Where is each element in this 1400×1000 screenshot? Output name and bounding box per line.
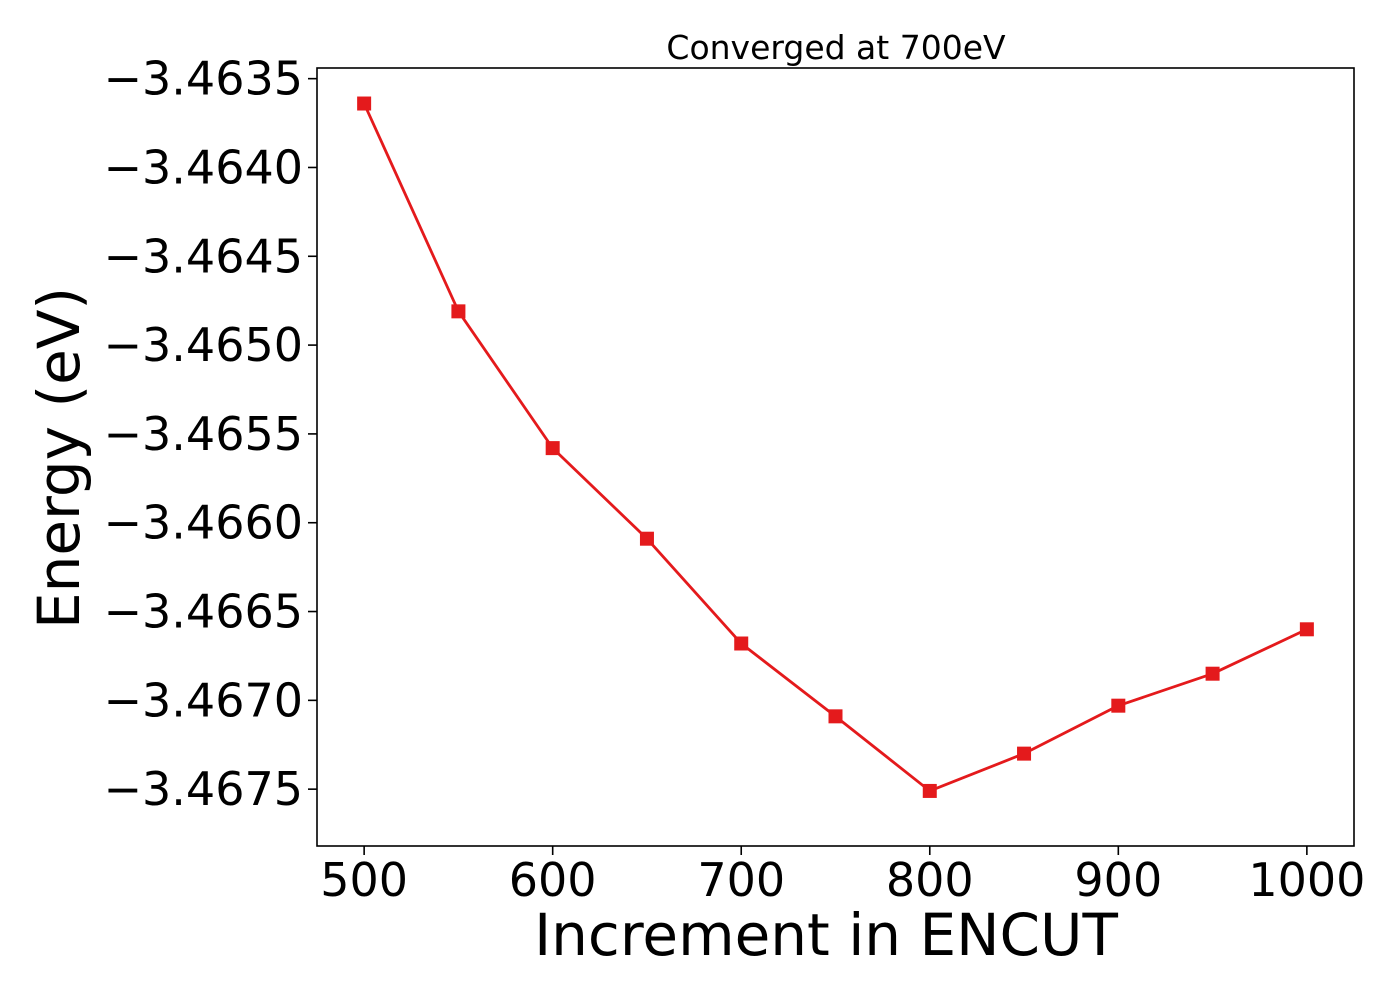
data-point-marker	[639, 531, 654, 546]
x-tick-label: 700	[697, 853, 785, 907]
y-tick-label: −3.4665	[104, 585, 304, 639]
data-point-marker	[1205, 666, 1220, 681]
y-tick-label: −3.4655	[104, 407, 304, 461]
chart-title: Converged at 700eV	[666, 28, 1006, 67]
y-tick-label: −3.4645	[104, 229, 304, 283]
data-point-marker	[545, 441, 560, 456]
x-tick-label: 800	[886, 853, 974, 907]
x-axis-label: Increment in ENCUT	[534, 901, 1118, 969]
data-point-marker	[828, 709, 843, 724]
y-axis-label: Energy (eV)	[25, 287, 93, 629]
x-axis: 500 600 700 800 900 1000	[320, 846, 1365, 907]
y-tick-label: −3.4640	[104, 140, 304, 194]
x-tick-label: 600	[509, 853, 597, 907]
y-axis: −3.4635 −3.4640 −3.4645 −3.4650 −3.4655 −3.46…	[104, 52, 317, 816]
data-point-marker	[1017, 746, 1032, 761]
x-tick-label: 900	[1074, 853, 1162, 907]
x-tick-label: 500	[320, 853, 408, 907]
data-point-marker	[1299, 622, 1314, 637]
x-tick-label: 1000	[1248, 853, 1365, 907]
y-tick-label: −3.4675	[104, 762, 304, 816]
y-tick-label: −3.4660	[104, 496, 304, 550]
data-point-marker	[734, 636, 749, 651]
series-layer	[357, 96, 1314, 798]
y-tick-label: −3.4670	[104, 673, 304, 727]
y-tick-label: −3.4635	[104, 52, 304, 106]
data-point-marker	[357, 96, 372, 111]
data-point-marker	[1111, 698, 1126, 713]
data-point-marker	[451, 304, 466, 319]
y-tick-label: −3.4650	[104, 318, 304, 372]
series-line	[362, 102, 1308, 793]
plot-area-frame	[316, 67, 1355, 847]
data-point-marker	[922, 783, 937, 798]
